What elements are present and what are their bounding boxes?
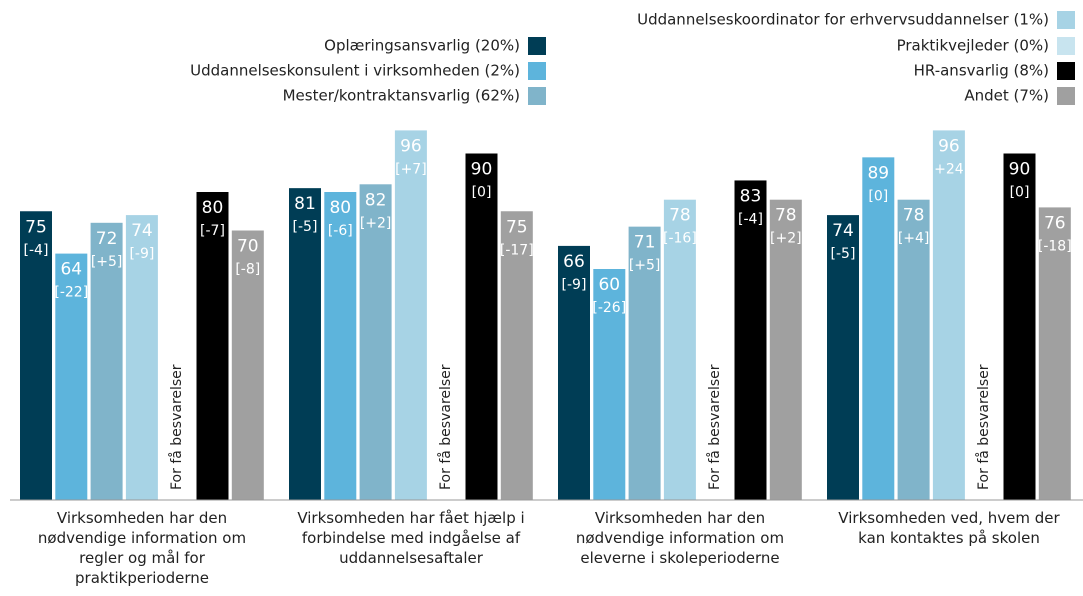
bar: [862, 157, 895, 500]
legend-label: Uddannelseskonsulent i virksomheden (2%): [190, 62, 520, 80]
no-data-note: For få besvarelser: [437, 364, 454, 490]
change-label: [-17]: [500, 242, 534, 258]
bar: [394, 130, 427, 500]
category-label: Virksomheden har den nødvendige informat…: [575, 509, 785, 567]
change-label: [-18]: [1038, 238, 1072, 254]
value-label: 75: [25, 217, 47, 237]
bar: [196, 192, 229, 500]
legend-swatch: [1057, 37, 1075, 55]
change-label: [0]: [472, 185, 492, 201]
change-label: [+4]: [898, 231, 930, 247]
legend-swatch: [1057, 87, 1075, 105]
legend-label: Uddannelseskoordinator for erhvervsuddan…: [637, 11, 1049, 29]
bar: [593, 269, 626, 500]
no-data-note: For få besvarelser: [706, 364, 723, 490]
bar: [897, 199, 930, 500]
value-label: 96: [400, 136, 422, 156]
legend-swatch: [528, 87, 546, 105]
legend-label: Praktikvejleder (0%): [897, 37, 1049, 55]
change-label: +24: [934, 161, 964, 177]
bar: [827, 215, 859, 500]
bar: [1003, 153, 1036, 500]
bar: [125, 215, 158, 500]
value-label: 96: [938, 136, 960, 156]
change-label: [-16]: [663, 231, 697, 247]
change-label: [-9]: [562, 277, 587, 293]
bar: [558, 245, 590, 500]
legend-swatch: [1057, 62, 1075, 80]
value-label: 74: [131, 221, 153, 241]
legend-label: Andet (7%): [964, 87, 1049, 105]
bar: [90, 222, 123, 501]
change-label: [-22]: [54, 285, 88, 301]
change-label: [-5]: [293, 219, 318, 235]
value-label: 90: [1009, 160, 1031, 180]
bar: [1038, 207, 1071, 500]
value-label: 74: [832, 221, 854, 241]
bar: [628, 226, 661, 500]
change-label: [-7]: [200, 223, 225, 239]
legend-swatch: [1057, 11, 1075, 29]
change-label: [+7]: [395, 161, 427, 177]
legend-label: HR-ansvarlig (8%): [914, 62, 1049, 80]
change-label: [+2]: [360, 215, 392, 231]
value-label: 90: [471, 160, 493, 180]
change-label: [-4]: [738, 211, 763, 227]
change-label: [-4]: [24, 242, 49, 258]
bar: [359, 184, 392, 501]
category-label: Virksomheden har fået hjælp i forbindels…: [297, 509, 525, 567]
bar: [932, 130, 965, 500]
change-label: [-8]: [235, 262, 260, 278]
bar: [734, 180, 767, 500]
no-data-note: For få besvarelser: [168, 364, 185, 490]
bar: [20, 211, 52, 500]
value-label: 78: [669, 206, 691, 226]
value-label: 82: [365, 190, 387, 210]
value-label: 75: [506, 217, 528, 237]
value-label: 66: [563, 252, 585, 272]
legend-label: Oplæringsansvarlig (20%): [324, 37, 520, 55]
no-data-note: For få besvarelser: [975, 364, 992, 490]
bar: [769, 199, 802, 500]
bar: [289, 188, 321, 500]
category-label: Virksomheden ved, hvem der kan kontaktes…: [838, 509, 1060, 547]
value-label: 78: [775, 206, 797, 226]
value-label: 80: [329, 198, 351, 218]
change-label: [0]: [868, 188, 888, 204]
value-label: 71: [634, 233, 656, 253]
value-label: 76: [1044, 213, 1066, 233]
bar: [500, 211, 533, 500]
change-label: [+2]: [770, 231, 802, 247]
change-label: [-6]: [328, 223, 353, 239]
change-label: [-5]: [831, 246, 856, 262]
bar: [465, 153, 498, 500]
change-label: [+5]: [629, 258, 661, 274]
category-label: Virksomheden har den nødvendige informat…: [37, 509, 247, 587]
change-label: [+5]: [91, 254, 123, 270]
value-label: 64: [60, 260, 82, 280]
legend-label: Mester/kontraktansvarlig (62%): [283, 87, 520, 105]
bar: [324, 192, 357, 500]
change-label: [-26]: [592, 300, 626, 316]
value-label: 83: [740, 186, 762, 206]
bar: [663, 199, 696, 500]
legend-swatch: [528, 37, 546, 55]
value-label: 81: [294, 194, 316, 214]
bar: [55, 253, 88, 500]
value-label: 72: [96, 229, 118, 249]
value-label: 60: [598, 275, 620, 295]
change-label: [0]: [1010, 185, 1030, 201]
value-label: 70: [237, 237, 259, 257]
value-label: 80: [202, 198, 224, 218]
change-label: [-9]: [129, 246, 154, 262]
value-label: 89: [867, 163, 889, 183]
bar: [231, 230, 264, 500]
value-label: 78: [903, 206, 925, 226]
legend-swatch: [528, 62, 546, 80]
